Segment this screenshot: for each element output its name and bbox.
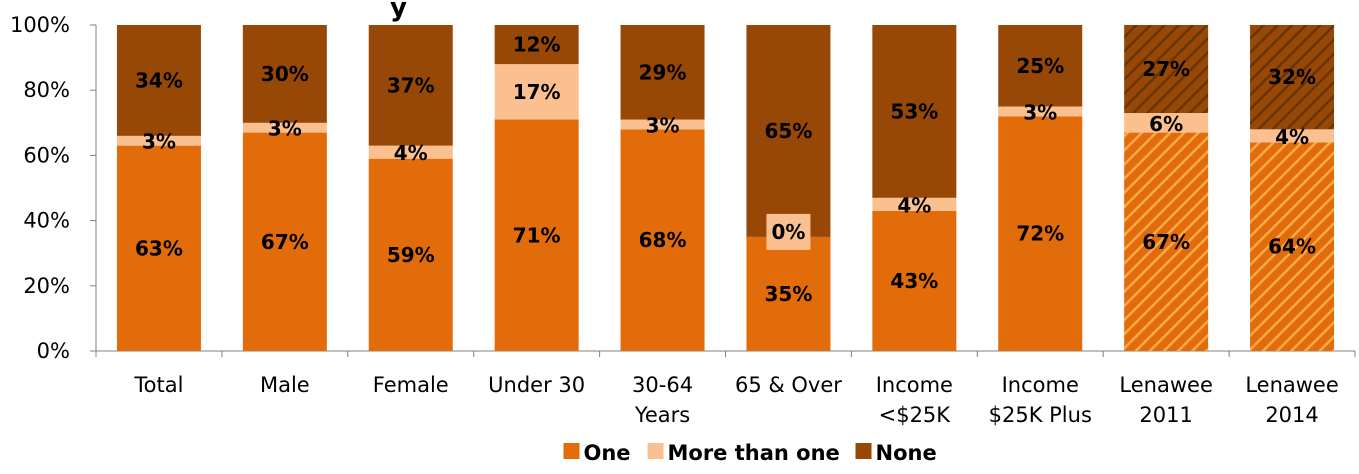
x-category-label: $25K Plus bbox=[989, 403, 1092, 427]
legend-label: None bbox=[876, 441, 937, 465]
data-label: 67% bbox=[1142, 230, 1190, 254]
bar-segment-more-than-one bbox=[1250, 129, 1335, 143]
bar-segment-one bbox=[494, 119, 579, 351]
legend-swatch bbox=[647, 443, 664, 459]
data-label: 37% bbox=[387, 73, 435, 97]
data-label: 6% bbox=[1149, 112, 1183, 136]
bar-segment-one bbox=[116, 145, 201, 351]
x-category-label: 2011 bbox=[1139, 403, 1192, 427]
data-label: 65% bbox=[765, 119, 813, 143]
data-label: 4% bbox=[897, 193, 931, 217]
bar-segment-one bbox=[1250, 142, 1335, 351]
data-label: 43% bbox=[890, 269, 938, 293]
bar-segment-none bbox=[1124, 25, 1209, 114]
data-label: 30% bbox=[261, 62, 309, 86]
bar-segment-more-than-one bbox=[620, 119, 705, 130]
data-label: 71% bbox=[513, 223, 561, 247]
y-tick-label: 80% bbox=[23, 78, 70, 102]
bar-segment-none bbox=[368, 25, 453, 146]
data-label: 12% bbox=[513, 33, 561, 57]
bar-segment-more-than-one bbox=[998, 106, 1083, 117]
x-category-label: Lenawee bbox=[1119, 373, 1212, 397]
data-label: 29% bbox=[639, 60, 687, 84]
data-label: 17% bbox=[513, 80, 561, 104]
data-label: 64% bbox=[1268, 235, 1316, 259]
bar-segment-none bbox=[998, 25, 1083, 107]
bar-segment-one bbox=[368, 158, 453, 351]
data-label-box bbox=[766, 213, 811, 250]
x-category-label: Years bbox=[634, 403, 690, 427]
x-category-label: Female bbox=[373, 373, 449, 397]
x-category-label: Income bbox=[1002, 373, 1079, 397]
legend-label: One bbox=[584, 441, 631, 465]
bar-segment-none bbox=[872, 25, 957, 198]
data-label: 3% bbox=[142, 130, 176, 154]
x-category-label: <$25K bbox=[879, 403, 952, 427]
y-tick-label: 0% bbox=[37, 339, 70, 363]
x-category-label: Total bbox=[133, 373, 183, 397]
x-category-label: Male bbox=[260, 373, 310, 397]
data-label: 27% bbox=[1142, 57, 1190, 81]
bar-segment-more-than-one bbox=[494, 64, 579, 120]
x-category-label: Under 30 bbox=[488, 373, 585, 397]
y-tick-label: 100% bbox=[10, 13, 70, 37]
legend-swatch bbox=[855, 443, 872, 459]
bar-segment-none bbox=[1250, 25, 1335, 130]
bar-segment-none bbox=[746, 25, 831, 237]
bar-segment-none bbox=[242, 25, 327, 123]
bar-segment-more-than-one bbox=[368, 145, 453, 159]
bar-segment-one bbox=[746, 236, 831, 351]
x-category-label: 30-64 bbox=[632, 373, 693, 397]
x-category-label: Lenawee bbox=[1245, 373, 1338, 397]
bar-segment-one bbox=[1124, 132, 1209, 351]
data-label: 34% bbox=[135, 68, 183, 92]
data-label: 59% bbox=[387, 243, 435, 267]
x-category-label: 2014 bbox=[1265, 403, 1318, 427]
data-label: 35% bbox=[765, 282, 813, 306]
bar-segment-more-than-one bbox=[872, 197, 957, 211]
data-label: 63% bbox=[135, 236, 183, 260]
bar-segment-one bbox=[620, 129, 705, 351]
data-label: 53% bbox=[890, 99, 938, 123]
bar-segment-more-than-one bbox=[242, 122, 327, 133]
bar-segment-one bbox=[872, 210, 957, 351]
data-label: 3% bbox=[1023, 100, 1057, 124]
chart-title: y bbox=[390, 0, 407, 23]
data-label: 0% bbox=[771, 220, 805, 244]
bar-segment-one bbox=[242, 132, 327, 351]
data-label: 68% bbox=[639, 228, 687, 252]
data-label: 3% bbox=[268, 117, 302, 141]
bar-segment-more-than-one bbox=[116, 135, 201, 146]
y-tick-label: 20% bbox=[23, 274, 70, 298]
bar-segment-one bbox=[998, 116, 1083, 351]
bar-segment-none bbox=[116, 25, 201, 136]
bar-segment-none bbox=[620, 25, 705, 120]
bar-segment-more-than-one bbox=[1124, 113, 1209, 133]
x-category-label: 65 & Over bbox=[735, 373, 842, 397]
y-tick-label: 40% bbox=[23, 209, 70, 233]
legend-swatch bbox=[563, 443, 580, 459]
data-label: 67% bbox=[261, 230, 309, 254]
data-label: 4% bbox=[1275, 125, 1309, 149]
legend-label: More than one bbox=[668, 441, 840, 465]
data-label: 25% bbox=[1016, 54, 1064, 78]
data-label: 3% bbox=[646, 113, 680, 137]
data-label: 4% bbox=[394, 141, 428, 165]
data-label: 72% bbox=[1016, 222, 1064, 246]
bar-segment-none bbox=[494, 25, 579, 65]
data-label: 32% bbox=[1268, 65, 1316, 89]
y-tick-label: 60% bbox=[23, 143, 70, 167]
x-category-label: Income bbox=[876, 373, 953, 397]
